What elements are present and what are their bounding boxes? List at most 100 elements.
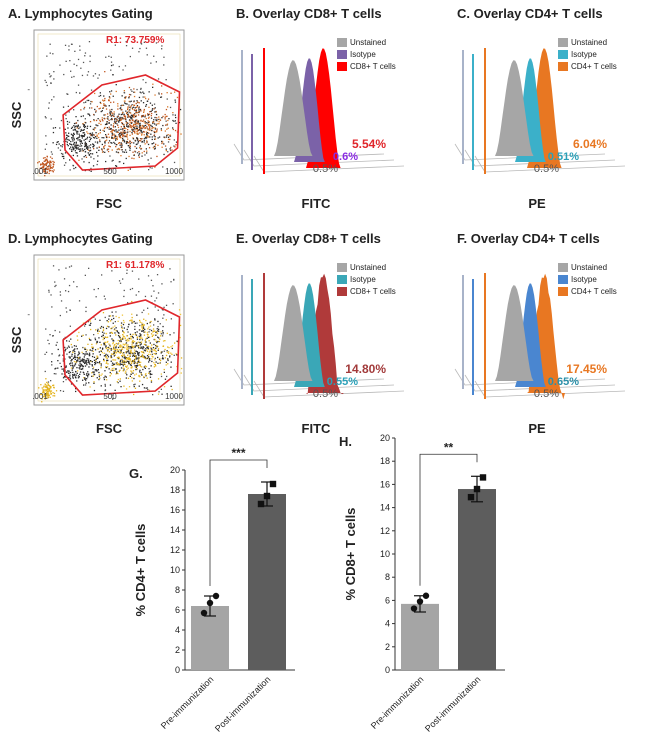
y-tick-4: 8 — [175, 585, 180, 595]
depth-plane-1 — [464, 374, 616, 392]
legend-swatch-0 — [558, 38, 568, 47]
y-axis-label: % CD4+ T cells — [133, 524, 148, 617]
legend-swatch-2 — [337, 62, 347, 71]
legend-label-2: CD4+ T cells — [571, 62, 617, 71]
depth-plane-1 — [464, 149, 616, 167]
legend-label-1: Isotype — [350, 50, 376, 59]
panel-title: A. Lymphocytes Gating — [8, 6, 153, 21]
bar-chart-G: G. 0 2 4 6 8 10 12 14 16 18 20 Pre-immunizationPost-… — [129, 446, 295, 734]
percent-label-1: 0.55% — [327, 376, 358, 388]
gate-label: R1: 73.759% — [106, 35, 164, 46]
panel-title: D. Lymphocytes Gating — [8, 231, 153, 246]
y-tick-3: 6 — [385, 595, 390, 605]
legend-label-2: CD4+ T cells — [571, 287, 617, 296]
y-tick-10: 20 — [170, 465, 180, 475]
y-tick-mark: - — [27, 310, 30, 319]
significance-bracket — [419, 453, 478, 586]
panel-title: B. Overlay CD8+ T cells — [236, 6, 382, 21]
data-point-0-1 — [206, 599, 214, 607]
x-tick-2: 1000 — [165, 392, 183, 401]
data-point-1-1 — [263, 492, 271, 500]
scatter-panel-D: D. Lymphocytes Gating R1: 61.178% .001 500 1… — [8, 231, 185, 436]
y-tick-2: 4 — [385, 619, 390, 629]
legend-swatch-1 — [337, 50, 347, 59]
x-axis-label: FITC — [302, 421, 331, 436]
plot-frame — [33, 29, 185, 181]
legend: Unstained Isotype CD4+ T cells — [558, 38, 617, 71]
percent-label-0: 6.04% — [573, 137, 607, 151]
data-point-1-2 — [479, 474, 487, 481]
y-tick-8: 16 — [170, 505, 180, 515]
panel-title: C. Overlay CD4+ T cells — [457, 6, 603, 21]
bar-1 — [248, 494, 286, 670]
legend-swatch-0 — [558, 263, 568, 272]
legend: Unstained Isotype CD8+ T cells — [337, 263, 396, 296]
data-point-1-1 — [473, 485, 481, 493]
percent-label-2: 0.5% — [534, 163, 559, 175]
data-point-0-2 — [422, 592, 430, 599]
x-axis-label: PE — [528, 196, 546, 211]
legend-label-0: Unstained — [571, 263, 607, 272]
gate-label: R1: 61.178% — [106, 260, 164, 271]
y-tick-0: 0 — [385, 665, 390, 675]
y-tick-6: 12 — [170, 545, 180, 555]
panel-title: H. — [339, 434, 352, 449]
percent-label-0: 14.80% — [345, 362, 386, 376]
x-category-0: Pre-immunization — [369, 674, 426, 731]
legend-label-0: Unstained — [350, 263, 386, 272]
y-tick-6: 12 — [380, 526, 390, 536]
legend: Unstained Isotype CD4+ T cells — [558, 263, 617, 296]
legend-swatch-1 — [558, 50, 568, 59]
panel-title: F. Overlay CD4+ T cells — [457, 231, 600, 246]
y-tick-4: 8 — [385, 572, 390, 582]
legend-swatch-2 — [558, 62, 568, 71]
percent-label-0: 5.54% — [352, 137, 386, 151]
data-point-1-2 — [269, 480, 277, 488]
x-tick-0: .001 — [32, 167, 48, 176]
legend-label-2: CD8+ T cells — [350, 62, 396, 71]
percent-label-0: 17.45% — [566, 362, 607, 376]
legend-label-1: Isotype — [571, 50, 597, 59]
significance-label: *** — [231, 446, 245, 460]
legend-swatch-1 — [337, 275, 347, 284]
data-point-1-0 — [467, 493, 475, 501]
percent-label-1: 0.65% — [548, 376, 579, 388]
x-tick-1: 500 — [103, 167, 117, 176]
y-tick-10: 20 — [380, 433, 390, 443]
bar-0 — [191, 606, 229, 670]
percent-label-2: 0.5% — [534, 388, 559, 400]
y-tick-3: 6 — [175, 605, 180, 615]
histogram-panel-B: B. Overlay CD8+ T cells Unstained Isotype C… — [233, 6, 405, 211]
panel-title: G. — [129, 466, 143, 481]
x-axis-label: FITC — [302, 196, 331, 211]
histogram-panel-E: E. Overlay CD8+ T cells Unstained Isotype C… — [233, 231, 405, 436]
y-tick-9: 18 — [170, 485, 180, 495]
data-point-1-0 — [257, 500, 265, 508]
y-tick-0: 0 — [175, 665, 180, 675]
scatter-panel-A: A. Lymphocytes Gating R1: 73.759% .001 500 1… — [8, 6, 185, 211]
legend-swatch-2 — [337, 287, 347, 296]
bar-0 — [401, 603, 439, 670]
depth-plane-0 — [233, 368, 385, 386]
unstained-histogram — [274, 60, 318, 156]
histogram-panel-F: F. Overlay CD4+ T cells Unstained Isotype C… — [454, 231, 626, 436]
data-point-0-1 — [416, 598, 424, 605]
x-axis-label: PE — [528, 421, 546, 436]
bar-chart-H: H. 0 2 4 6 8 10 12 14 16 18 20 Pre-immunizationPost-… — [339, 433, 505, 734]
y-tick-9: 18 — [380, 456, 390, 466]
depth-plane-1 — [243, 149, 395, 167]
y-axis-label: SSC — [9, 101, 24, 128]
percent-label-2: 0.5% — [313, 163, 338, 175]
legend-swatch-2 — [558, 287, 568, 296]
y-tick-mark: - — [27, 85, 30, 94]
legend: Unstained Isotype CD8+ T cells — [337, 38, 396, 71]
percent-label-1: 0.6% — [333, 151, 358, 163]
x-category-0: Pre-immunization — [159, 674, 216, 731]
panel-title: E. Overlay CD8+ T cells — [236, 231, 381, 246]
y-tick-1: 2 — [175, 645, 180, 655]
unstained-histogram — [495, 60, 539, 156]
x-category-1: Post-immunization — [423, 674, 482, 733]
plot-frame — [33, 254, 185, 406]
y-tick-7: 14 — [170, 525, 180, 535]
plot-inner-border — [37, 33, 181, 177]
